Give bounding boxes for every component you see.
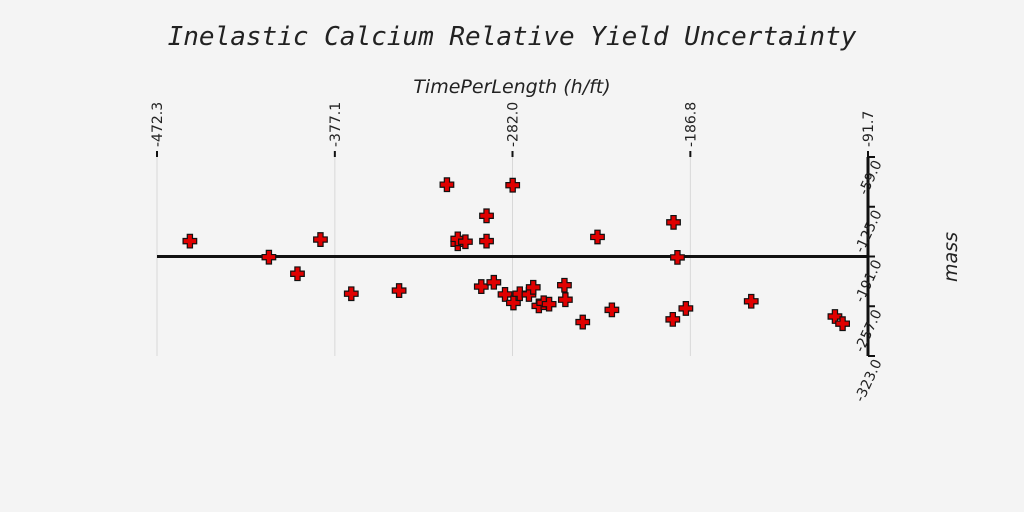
x-tick-label: -472.3: [150, 102, 166, 147]
data-point: [557, 277, 572, 293]
data-point: [290, 266, 305, 282]
data-point: [486, 274, 502, 290]
y-tick-label: -191.0: [852, 257, 886, 305]
data-point: [575, 314, 591, 330]
x-axis-ticks: -472.3 -377.1 -282.0 -186.8 -91.7: [150, 102, 877, 157]
data-point: [439, 177, 455, 193]
data-point: [512, 286, 528, 302]
data-point: [458, 234, 473, 250]
data-point: [678, 301, 694, 316]
data-point: [557, 292, 573, 308]
data-point: [450, 231, 466, 247]
x-tick-label: -91.7: [861, 111, 877, 147]
data-point: [525, 279, 541, 295]
data-point: [343, 286, 359, 302]
y-tick-label: -323.0: [852, 357, 886, 405]
data-point: [541, 296, 557, 312]
data-point: [182, 233, 198, 249]
x-axis-label: TimePerLength (h/ft): [413, 76, 610, 98]
data-point: [473, 279, 489, 294]
data-point: [590, 229, 605, 245]
y-axis-label: mass: [940, 232, 962, 282]
x-tick-label: -186.8: [683, 102, 699, 147]
data-point: [391, 283, 407, 298]
data-point: [261, 249, 277, 265]
data-point: [743, 293, 759, 309]
data-point: [666, 214, 681, 230]
data-point: [479, 208, 494, 224]
data-point: [670, 250, 685, 265]
x-tick-label: -282.0: [506, 102, 522, 147]
data-point: [506, 295, 521, 311]
data-point: [604, 302, 620, 318]
data-point: [665, 311, 681, 327]
chart-title: Inelastic Calcium Relative Yield Uncerta…: [168, 22, 857, 52]
y-axis-ticks: -59.0 -125.0-191.0-257.0-323.0: [852, 156, 886, 405]
x-tick-label: -377.1: [328, 102, 344, 147]
data-point: [505, 177, 521, 193]
data-point: [835, 316, 850, 332]
data-point: [479, 233, 494, 249]
y-tick-label: -257.0: [852, 307, 886, 355]
y-tick-label: -125.0: [852, 208, 886, 256]
y-tick-label: -59.0: [856, 158, 886, 198]
data-point: [497, 287, 513, 302]
data-point: [313, 232, 328, 247]
data-points: [182, 177, 850, 332]
